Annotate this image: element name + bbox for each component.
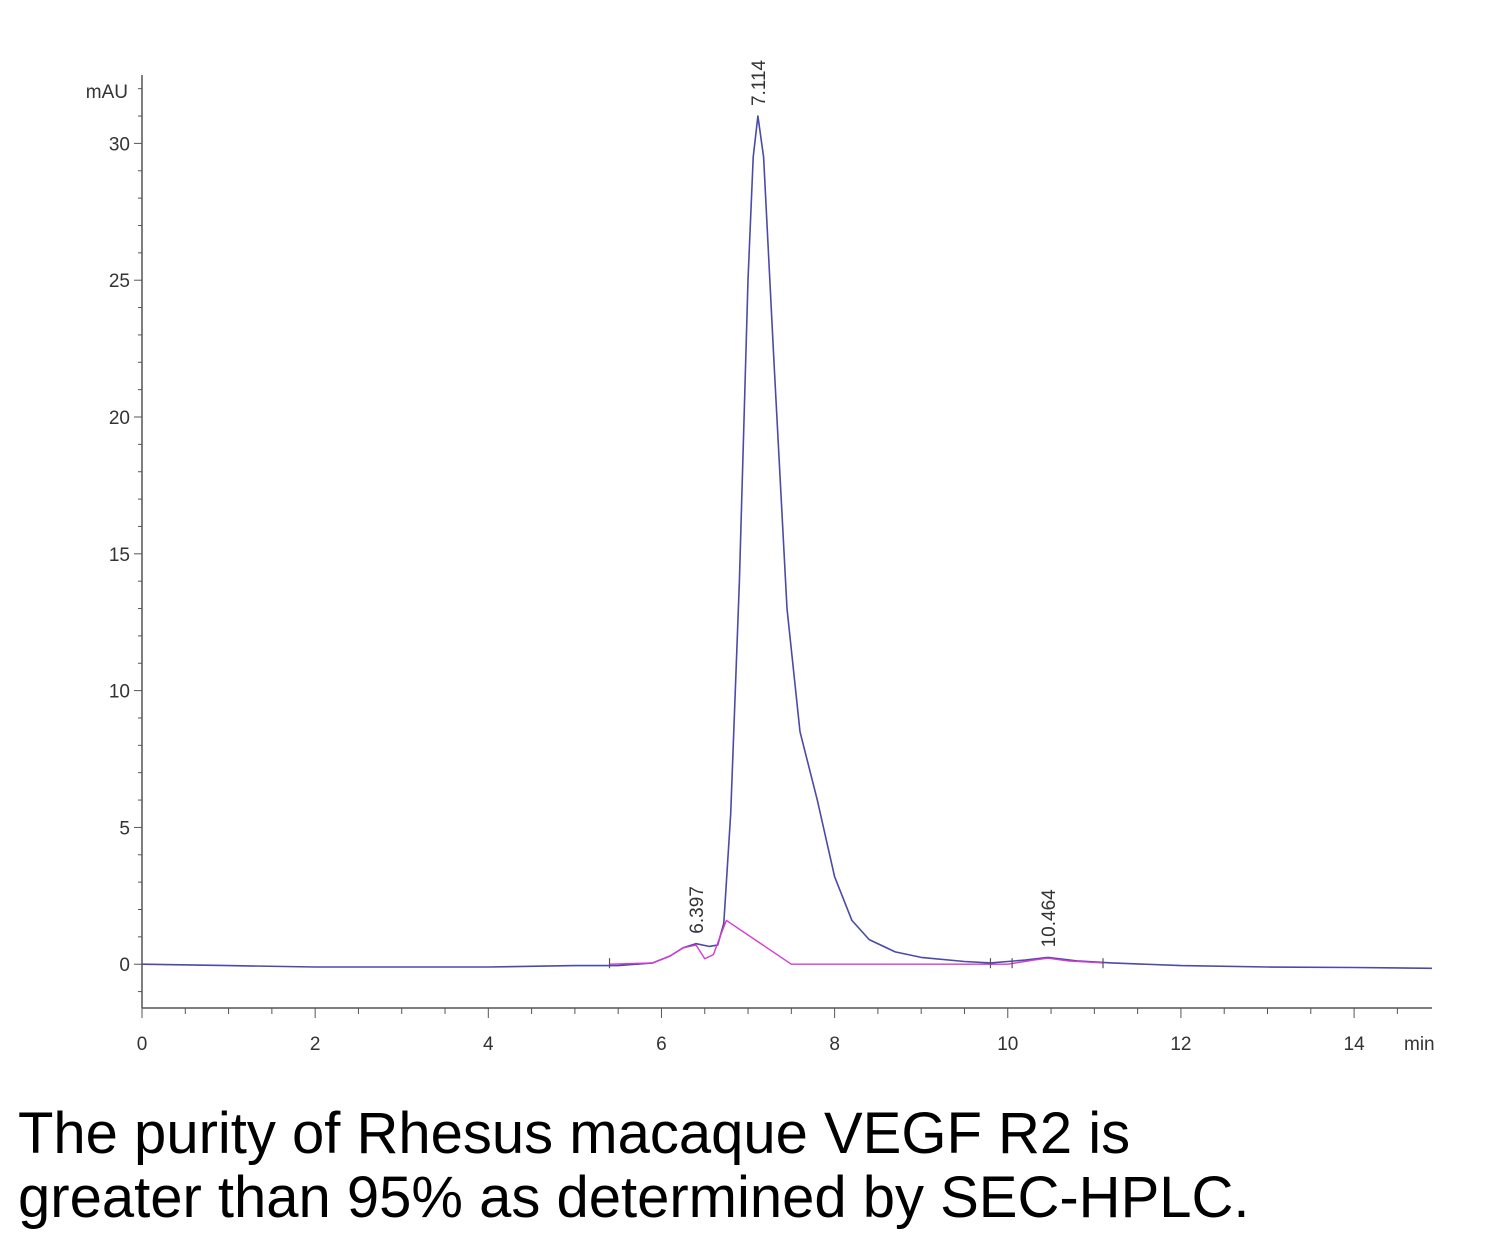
x-tick-label: 2 bbox=[310, 1034, 321, 1055]
y-tick-label: 30 bbox=[109, 134, 130, 155]
x-tick-label: 14 bbox=[1344, 1034, 1366, 1055]
y-tick-label: 5 bbox=[119, 818, 130, 839]
chromatogram: 0 5 10 15 20 25 30 mAU 0 2 4 6 8 10 12 14 min 6.397 7.114 1… bbox=[86, 59, 1435, 1055]
axes bbox=[134, 75, 1432, 1018]
x-tick-label: 10 bbox=[997, 1034, 1018, 1055]
peak-label: 10.464 bbox=[1039, 889, 1060, 948]
chromatogram-svg: 0 5 10 15 20 25 30 mAU 0 2 4 6 8 10 12 14 min 6.397 7.114 1… bbox=[86, 59, 1435, 1055]
peak-label: 6.397 bbox=[687, 886, 708, 934]
x-tick-label: 4 bbox=[483, 1034, 494, 1055]
caption-line-2: greater than 95% as determined by SEC-HP… bbox=[18, 1165, 1250, 1230]
traces bbox=[141, 115, 1433, 970]
y-tick-label: 0 bbox=[119, 955, 130, 976]
caption-line-1: The purity of Rhesus macaque VEGF R2 is bbox=[18, 1101, 1131, 1166]
labels: 0 5 10 15 20 25 30 mAU 0 2 4 6 8 10 12 14 min 6.397 7.114 1… bbox=[86, 59, 1435, 1055]
y-tick-label: 15 bbox=[109, 545, 130, 566]
y-tick-label: 25 bbox=[109, 271, 130, 292]
y-unit-label: mAU bbox=[86, 82, 128, 103]
y-tick-label: 20 bbox=[109, 408, 130, 429]
x-tick-label: 6 bbox=[656, 1034, 667, 1055]
x-tick-label: 12 bbox=[1170, 1034, 1191, 1055]
integration-trace bbox=[609, 919, 1104, 965]
y-tick-label: 10 bbox=[109, 682, 130, 703]
x-tick-label: 0 bbox=[137, 1034, 148, 1055]
signal-trace bbox=[141, 115, 1433, 970]
peak-label: 7.114 bbox=[749, 59, 770, 106]
x-unit-label: min bbox=[1404, 1034, 1435, 1055]
x-tick-label: 8 bbox=[829, 1034, 840, 1055]
figure-caption: The purity of Rhesus macaque VEGF R2 is … bbox=[18, 1102, 1488, 1230]
